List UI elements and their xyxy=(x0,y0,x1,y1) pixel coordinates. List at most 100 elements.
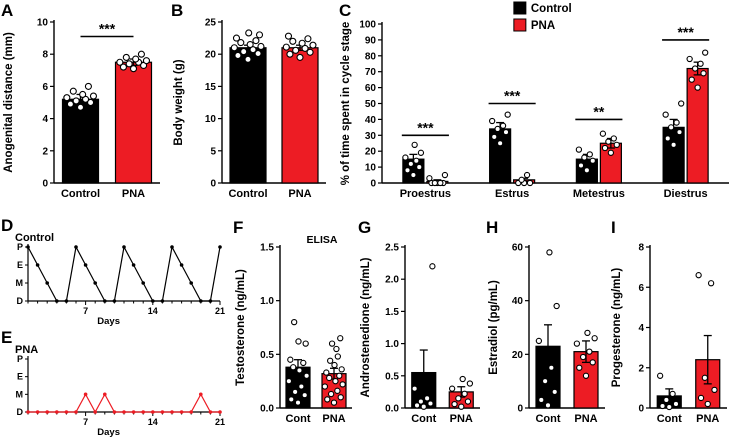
cycle-line xyxy=(27,245,221,302)
data-point xyxy=(142,57,151,65)
panel-c-cycle-stage-percentages: C 0 10 20 30 40 50 60 70 80 90 100 % of time spent i… xyxy=(339,1,729,200)
data-point xyxy=(691,65,699,72)
data-point xyxy=(303,372,310,379)
data-point xyxy=(290,364,297,371)
data-point xyxy=(413,157,420,164)
data-point xyxy=(116,58,124,66)
data-point xyxy=(420,403,427,410)
panel-letter: E xyxy=(1,328,12,347)
x-category-label: Estrus xyxy=(495,188,529,200)
data-point xyxy=(613,141,620,148)
data-point xyxy=(670,141,677,148)
y-tick-label: 2 xyxy=(638,363,644,374)
data-point xyxy=(284,32,293,40)
data-point xyxy=(448,385,456,392)
data-point xyxy=(252,37,260,45)
data-point xyxy=(437,179,444,187)
data-point xyxy=(72,97,80,105)
y-tick-label: 60 xyxy=(365,83,377,94)
data-point xyxy=(711,386,718,394)
y-tick-label: 5 xyxy=(210,146,216,157)
stage-label: P xyxy=(17,354,23,364)
data-point xyxy=(63,94,71,102)
data-point xyxy=(122,53,130,61)
cycle-point xyxy=(112,299,117,303)
y-tick-label: 20 xyxy=(205,50,217,61)
x-category-label: Cont xyxy=(535,413,560,425)
y-tick-label: 15 xyxy=(205,82,217,93)
data-point xyxy=(502,128,510,136)
significance-stars: *** xyxy=(677,24,694,40)
panel-letter: F xyxy=(233,218,243,237)
significance-stars: *** xyxy=(504,88,521,104)
data-point xyxy=(544,402,552,409)
cycle-point xyxy=(141,281,145,285)
y-tick-label: 20 xyxy=(512,350,524,361)
chart-annotation: ELISA xyxy=(307,234,338,246)
cycle-point xyxy=(74,245,78,249)
y-tick-label: 90 xyxy=(365,35,377,46)
cycle-point xyxy=(26,245,30,249)
data-point xyxy=(423,395,431,402)
stage-label: E xyxy=(17,260,23,270)
data-point xyxy=(84,82,92,90)
data-point xyxy=(255,31,264,39)
data-point xyxy=(667,124,675,131)
panel-letter: H xyxy=(486,218,498,237)
cycle-point xyxy=(160,299,165,303)
data-point xyxy=(695,272,702,279)
panel-letter: A xyxy=(1,1,13,20)
y-tick-label: 0 xyxy=(638,404,644,415)
data-point xyxy=(586,151,593,158)
y-tick-label: 20 xyxy=(365,147,377,158)
data-point xyxy=(249,46,257,54)
x-category-label: PNA xyxy=(450,413,473,425)
y-tick-label: 2 xyxy=(42,146,48,157)
panel-g-androstenedione: G 0.0 0.5 1.0 1.5 2.0 2.5 Androstenedione (ng/m… xyxy=(358,218,480,425)
day-tick-label: 7 xyxy=(83,417,88,427)
data-point xyxy=(296,367,303,374)
data-point xyxy=(546,249,553,256)
legend-label: PNA xyxy=(531,20,555,32)
x-category-label: Diestrus xyxy=(664,188,708,200)
panel-letter: G xyxy=(358,218,371,237)
data-point xyxy=(575,146,583,153)
bar-pna xyxy=(114,61,153,184)
data-point xyxy=(417,398,425,405)
cycle-point xyxy=(131,410,136,414)
data-point xyxy=(137,50,145,58)
x-axis-label: Days xyxy=(97,427,120,438)
cycle-point xyxy=(141,410,145,414)
cycle-point xyxy=(179,410,184,414)
cycle-point xyxy=(64,410,69,414)
y-tick-label: 0.5 xyxy=(260,350,274,361)
cycle-point xyxy=(45,410,49,414)
y-tick-label: 2.0 xyxy=(385,275,399,286)
data-point xyxy=(324,396,331,403)
data-point xyxy=(599,130,607,137)
stage-label: D xyxy=(17,407,24,417)
data-point xyxy=(331,361,338,369)
y-tick-label: 50 xyxy=(365,99,377,110)
data-point xyxy=(464,398,472,405)
data-point xyxy=(664,135,671,142)
data-point xyxy=(132,55,140,63)
cycle-point xyxy=(151,299,155,303)
cycle-point xyxy=(83,263,88,267)
data-point xyxy=(504,111,511,118)
data-point xyxy=(601,144,609,152)
data-point xyxy=(294,399,302,406)
cycle-point xyxy=(170,410,174,414)
x-category-label: Proestrus xyxy=(400,188,451,200)
cycle-point xyxy=(122,410,126,414)
significance-stars: ** xyxy=(593,103,604,119)
y-tick-label: 0.0 xyxy=(385,404,399,415)
cycle-point xyxy=(112,410,117,414)
cycle-point xyxy=(35,410,40,414)
y-tick-label: 40 xyxy=(512,296,524,307)
data-point xyxy=(301,44,309,52)
day-tick-label: 7 xyxy=(83,306,88,316)
data-point xyxy=(298,383,305,390)
data-point xyxy=(553,302,560,310)
data-point xyxy=(526,179,534,187)
